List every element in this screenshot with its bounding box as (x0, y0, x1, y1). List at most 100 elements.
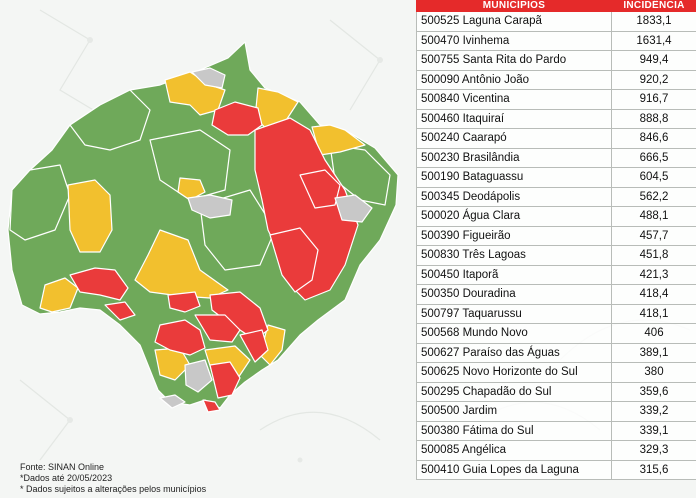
map-region-region-w (9, 164, 71, 241)
map-region-y-central-1 (177, 177, 206, 201)
incidencia-cell: 418,4 (611, 284, 696, 305)
map-region-region-nw (69, 89, 151, 151)
table-row: 500240 Caarapó 846,6 (416, 128, 696, 149)
incidencia-cell: 888,8 (611, 108, 696, 129)
map-region-r-ivinhema (269, 227, 319, 293)
incidencia-cell: 315,6 (611, 459, 696, 480)
incidencia-cell: 488,1 (611, 206, 696, 227)
municipio-cell: 500380 Fátima do Sul (416, 420, 612, 441)
table-row: 500190 Bataguassu 604,5 (416, 167, 696, 188)
incidencia-cell: 920,2 (611, 69, 696, 90)
incidencia-cell: 949,4 (611, 50, 696, 71)
map-region-r-s-7 (202, 399, 221, 413)
header-municipios: MUNICÍPIOS (416, 0, 612, 12)
municipio-cell: 500190 Bataguassu (416, 167, 612, 188)
municipio-cell: 500085 Angélica (416, 440, 612, 461)
table-row: 500460 Itaquiraí 888,8 (416, 108, 696, 129)
municipio-cell: 500460 Itaquiraí (416, 108, 612, 129)
municipio-cell: 500627 Paraíso das Águas (416, 342, 612, 363)
map-region-region-c (149, 129, 231, 201)
table-row: 500500 Jardim 339,2 (416, 401, 696, 422)
table-row: 500470 Ivinhema 1631,4 (416, 30, 696, 51)
incidence-table: MUNICÍPIOS INCIDÊNCIA 500525 Laguna Cara… (416, 0, 696, 480)
municipio-cell: 500840 Vicentina (416, 89, 612, 110)
map-region-r-sw-1 (104, 301, 136, 321)
map-region-g-north (191, 67, 226, 89)
municipio-cell: 500797 Taquarussu (416, 303, 612, 324)
municipio-cell: 500240 Caarapó (416, 128, 612, 149)
table-row: 500410 Guia Lopes da Laguna 315,6 (416, 459, 696, 480)
map-region-g-south-1 (184, 359, 213, 393)
table-row: 500525 Laguna Carapã 1833,1 (416, 11, 696, 32)
table-row: 500568 Mundo Novo 406 (416, 323, 696, 344)
incidencia-cell: 339,2 (611, 401, 696, 422)
table-row: 500450 Itaporã 421,3 (416, 264, 696, 285)
municipio-cell: 500450 Itaporã (416, 264, 612, 285)
incidencia-cell: 562,2 (611, 186, 696, 207)
map-region-r-s-4 (194, 314, 241, 343)
map-region-y-west (67, 179, 113, 253)
municipality-map (7, 41, 399, 413)
table-row: 500797 Taquarussu 418,1 (416, 303, 696, 324)
table-row: 500085 Angélica 329,3 (416, 440, 696, 461)
incidencia-cell: 604,5 (611, 167, 696, 188)
municipio-cell: 500410 Guia Lopes da Laguna (416, 459, 612, 480)
date-note: *Dados até 20/05/2023 (20, 473, 113, 483)
table-header-row: MUNICÍPIOS INCIDÊNCIA (416, 0, 696, 12)
incidencia-cell: 1631,4 (611, 30, 696, 51)
map-region-y-sw (39, 277, 79, 313)
map-region-r-east-2 (299, 169, 341, 209)
incidencia-cell: 359,6 (611, 381, 696, 402)
map-region-g-east (334, 194, 373, 223)
incidencia-cell: 389,1 (611, 342, 696, 363)
incidencia-cell: 1833,1 (611, 11, 696, 32)
table-row: 500830 Três Lagoas 451,8 (416, 245, 696, 266)
map-region-r-s-5 (239, 329, 269, 363)
municipio-cell: 500568 Mundo Novo (416, 323, 612, 344)
table-row: 500230 Brasilândia 666,5 (416, 147, 696, 168)
table-row: 500840 Vicentina 916,7 (416, 89, 696, 110)
map-region-r-w-1 (69, 267, 129, 301)
table-row: 500295 Chapadão do Sul 359,6 (416, 381, 696, 402)
map-region-r-s-1 (167, 291, 201, 313)
header-incidencia: INCIDÊNCIA (611, 0, 696, 12)
incidencia-cell: 451,8 (611, 245, 696, 266)
incidencia-cell: 457,7 (611, 225, 696, 246)
table-row: 500350 Douradina 418,4 (416, 284, 696, 305)
disclaimer-note: * Dados sujeitos a alterações pelos muni… (20, 484, 207, 494)
municipio-cell: 500020 Água Clara (416, 206, 612, 227)
footnotes: Fonte: SINAN Online *Dados até 20/05/202… (20, 462, 206, 495)
municipio-cell: 500500 Jardim (416, 401, 612, 422)
municipio-cell: 500525 Laguna Carapã (416, 11, 612, 32)
table-row: 500380 Fátima do Sul 339,1 (416, 420, 696, 441)
table-row: 500627 Paraíso das Águas 389,1 (416, 342, 696, 363)
municipio-cell: 500090 Antônio João (416, 69, 612, 90)
table-row: 500090 Antônio João 920,2 (416, 69, 696, 90)
municipio-cell: 500295 Chapadão do Sul (416, 381, 612, 402)
municipio-cell: 500625 Novo Horizonte do Sul (416, 362, 612, 383)
incidencia-cell: 666,5 (611, 147, 696, 168)
incidencia-cell: 418,1 (611, 303, 696, 324)
map-region-r-s-3 (154, 319, 206, 356)
incidencia-cell: 916,7 (611, 89, 696, 110)
source-note: Fonte: SINAN Online (20, 462, 105, 472)
incidencia-cell: 406 (611, 323, 696, 344)
incidencia-cell: 846,6 (611, 128, 696, 149)
municipio-cell: 500755 Santa Rita do Pardo (416, 50, 612, 71)
incidencia-cell: 329,3 (611, 440, 696, 461)
municipio-cell: 500350 Douradina (416, 284, 612, 305)
table-row: 500625 Novo Horizonte do Sul 380 (416, 362, 696, 383)
table-row: 500755 Santa Rita do Pardo 949,4 (416, 50, 696, 71)
incidencia-cell: 380 (611, 362, 696, 383)
incidencia-cell: 339,1 (611, 420, 696, 441)
municipio-cell: 500830 Três Lagoas (416, 245, 612, 266)
table-row: 500020 Água Clara 488,1 (416, 206, 696, 227)
municipio-cell: 500470 Ivinhema (416, 30, 612, 51)
map-region-r-s-6 (209, 361, 241, 399)
map-region-g-south-2 (159, 394, 186, 409)
table-row: 500390 Figueirão 457,7 (416, 225, 696, 246)
table-row: 500345 Deodápolis 562,2 (416, 186, 696, 207)
incidencia-cell: 421,3 (611, 264, 696, 285)
map-region-g-central (187, 194, 233, 219)
municipio-cell: 500390 Figueirão (416, 225, 612, 246)
